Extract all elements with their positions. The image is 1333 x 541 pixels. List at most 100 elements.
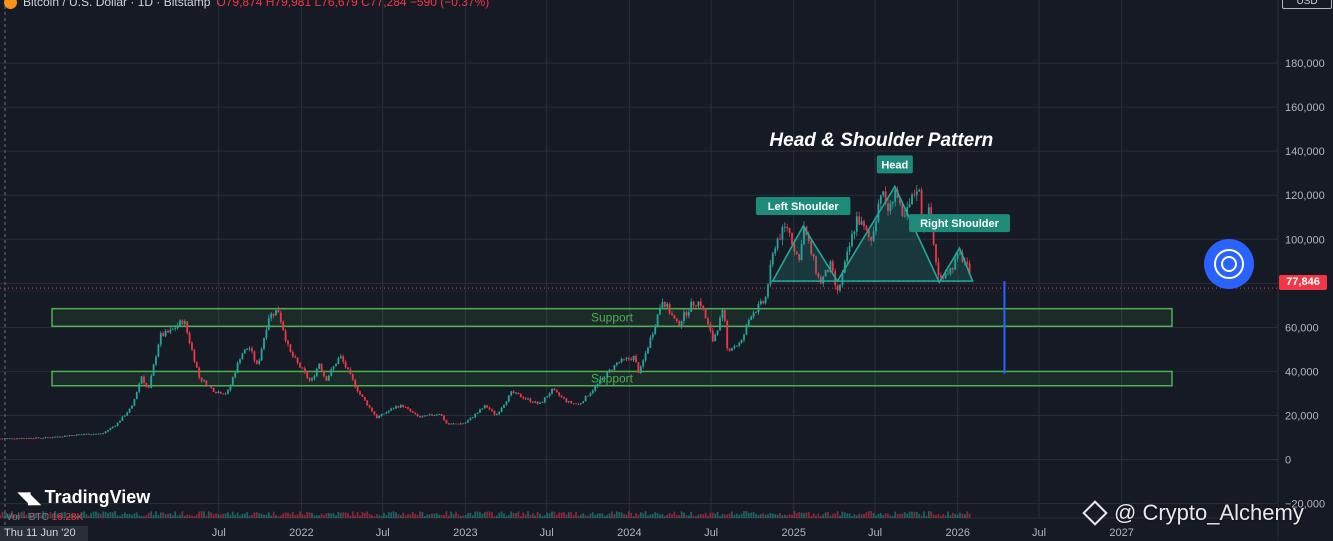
symbol-name[interactable]: Bitcoin / U.S. Dollar · 1D · Bitstamp [23,0,211,9]
candle-body [128,408,131,413]
candle-body [493,410,496,415]
candle-body [942,277,945,279]
head-shoulders-pattern[interactable] [771,184,974,284]
candle-body [231,377,234,385]
volume-bar [181,511,184,518]
candle-body [239,359,241,363]
volume-bar [788,514,791,518]
candle-body [555,390,558,393]
volume-bar [855,515,858,518]
volume-bar [0,514,1,518]
candle-body [313,376,316,379]
volume-bar [491,512,493,518]
candle-body [8,438,11,440]
pattern-label-box [909,214,1011,233]
symbol-header: Bitcoin / U.S. Dollar · 1D · Bitstamp O7… [0,0,489,10]
volume-bar [735,513,738,518]
y-tick-label: 40,000 [1285,366,1319,378]
volume-bar [654,512,657,518]
candle-body [937,262,940,276]
volume-bar [896,514,899,518]
candle-body [803,226,805,245]
candle-body [234,372,237,378]
volume-bar [323,515,325,518]
candle-body [639,366,642,373]
volume-bar [606,514,609,518]
x-tick-label: 2024 [617,527,641,539]
volume-bar [834,513,837,518]
volume-bar [791,514,793,518]
candle-body [421,416,424,418]
volume-bar [284,512,287,518]
y-tick-label: 0 [1285,455,1291,467]
candle-body [603,378,606,379]
candle-body [824,269,827,277]
candle-body [483,405,486,409]
volume-bar [879,512,882,518]
volume-bar [630,512,633,518]
candle-body [284,330,287,341]
volume-bar [188,514,191,518]
candle-body [260,348,263,361]
target-icon [1214,249,1244,279]
support-zone[interactable] [51,307,1173,328]
volume-bar [371,515,373,518]
volume-bar [848,513,851,518]
volume-bar [647,515,649,518]
candle-body [164,330,167,337]
volume-bar [462,515,465,518]
candle-body [495,414,498,416]
currency-selector[interactable]: USD [1282,0,1332,9]
volume-bar [95,511,97,518]
volume-bar [889,515,892,518]
candle-body [707,318,709,325]
candle-body [390,408,393,411]
candle-body [666,303,669,308]
tradingview-logo[interactable]: ◥◣ TradingView [18,487,150,508]
target-button[interactable] [1204,239,1254,289]
volume-bar [263,514,265,518]
candle-body [659,307,661,315]
volume-bar [275,515,277,518]
volume-bar [483,512,486,518]
x-tick-label: 2022 [289,527,313,539]
volume-bar [277,515,280,518]
volume-bar [625,514,628,518]
candle-body [375,414,378,419]
candle-body [179,320,181,326]
volume-bar [270,515,273,518]
volume-value: 16.28K [51,512,84,523]
candle-body [779,238,781,240]
volume-bar [395,512,397,518]
candle-body [380,413,383,417]
watermark-text: @ Crypto_Alchemy [1114,500,1304,525]
candle-body [699,301,702,306]
volume-bar [812,513,815,518]
candle-body [219,391,222,394]
volume-bar [731,511,733,518]
candle-body [392,408,395,410]
candle-body [371,407,373,412]
volume-bar [150,511,153,518]
candle-body [534,401,537,403]
volume-bar [752,511,755,518]
candle-body [848,246,851,252]
candle-body [515,392,517,394]
candle-body [637,362,640,373]
volume-bar [800,512,803,518]
candle-body [702,305,705,310]
volume-bar [363,512,366,518]
candle-body [447,423,450,425]
volume-bar [877,513,880,518]
volume-bar [411,512,414,518]
volume-bar [680,511,683,518]
volume-bar [99,513,102,518]
volume-bar [428,514,431,518]
volume-bar [481,513,484,518]
candle-body [872,231,875,241]
candle-body [306,372,309,378]
candle-body [901,203,904,216]
volume-bar [111,512,114,518]
volume-bar [488,511,491,518]
